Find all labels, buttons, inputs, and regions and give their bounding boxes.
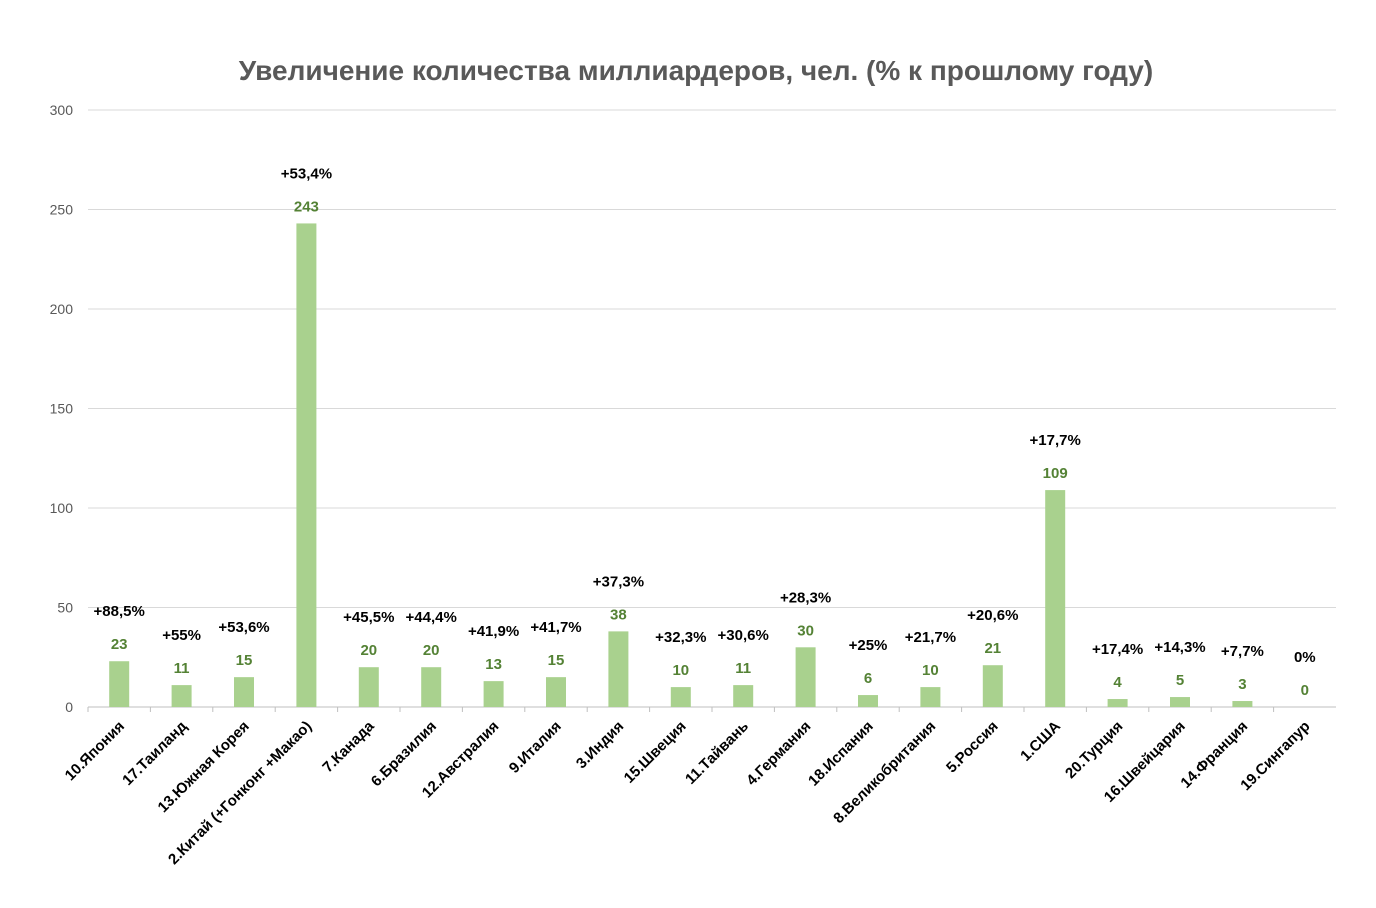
value-label: 10	[922, 662, 939, 679]
value-label: 23	[111, 636, 128, 653]
y-tick-label: 150	[50, 401, 74, 417]
percent-change-label: +44,4%	[406, 609, 457, 626]
bar	[608, 631, 629, 707]
value-label: 0	[1301, 682, 1309, 699]
bar	[858, 695, 878, 707]
percent-change-label: +41,7%	[530, 619, 581, 636]
bar	[982, 665, 1003, 707]
x-tick-label: 11.Тайвань	[682, 718, 752, 788]
bar	[1170, 697, 1190, 707]
percent-change-label: +88,5%	[94, 603, 145, 620]
bar	[296, 223, 317, 707]
percent-change-label: +21,7%	[905, 629, 956, 646]
y-tick-label: 300	[50, 102, 74, 118]
value-label: 15	[548, 652, 565, 669]
percent-change-label: +32,3%	[655, 629, 706, 646]
value-label: 20	[423, 642, 440, 659]
percent-change-label: +55%	[162, 627, 201, 644]
y-tick-label: 50	[57, 600, 73, 616]
y-tick-label: 250	[50, 202, 74, 218]
percent-change-label: +17,7%	[1030, 432, 1081, 449]
bar	[733, 685, 754, 707]
value-label: 30	[797, 622, 814, 639]
x-tick-label: 10.Япония	[62, 718, 128, 784]
percent-change-label: +20,6%	[967, 607, 1018, 624]
x-tick-label: 20.Турция	[1062, 718, 1126, 782]
bar	[171, 685, 192, 707]
value-label: 38	[610, 606, 627, 623]
value-label: 13	[485, 656, 502, 673]
x-tick-label: 1.США	[1017, 718, 1064, 765]
x-tick-label: 5.Россия	[943, 718, 1002, 777]
value-label: 11	[174, 660, 190, 677]
bar	[234, 677, 254, 707]
value-label: 10	[672, 662, 689, 679]
percent-change-label: +45,5%	[343, 609, 394, 626]
bar	[670, 687, 691, 707]
percent-change-label: 0%	[1294, 649, 1316, 666]
x-tick-label: 3.Индия	[573, 718, 627, 772]
y-axis-ticks: 0 50 100 150 200 250 300	[50, 102, 74, 715]
percent-change-label: +17,4%	[1092, 641, 1143, 658]
value-label: 3	[1238, 676, 1246, 693]
value-label: 15	[236, 652, 253, 669]
bar	[421, 667, 442, 707]
bar	[546, 677, 566, 707]
percent-change-label: +7,7%	[1221, 643, 1264, 660]
y-tick-label: 100	[50, 500, 74, 516]
value-label: 243	[294, 198, 319, 215]
value-label: 20	[360, 642, 377, 659]
percent-change-label: +53,6%	[218, 619, 269, 636]
percent-change-label: +28,3%	[780, 589, 831, 606]
percent-change-label: +25%	[849, 637, 888, 654]
x-tick-label: 7.Канада	[319, 717, 378, 776]
x-tick-label: 9.Италия	[506, 718, 565, 777]
bars	[109, 223, 1253, 707]
bar	[483, 681, 504, 707]
chart-title: Увеличение количества миллиардеров, чел.…	[239, 55, 1153, 86]
percent-change-label: +37,3%	[593, 573, 644, 590]
bar	[1232, 701, 1253, 707]
value-label: 5	[1176, 672, 1184, 689]
data-labels: 23 +88,5% 11 +55% 15 +53,6% 243 +53,4% 20 +45,5% 2…	[94, 165, 1316, 699]
x-tick-label: 15.Швеция	[621, 718, 690, 787]
percent-change-label: +41,9%	[468, 623, 519, 640]
y-tick-label: 0	[65, 699, 73, 715]
y-tick-label: 200	[50, 301, 74, 317]
value-label: 11	[735, 660, 751, 677]
bar	[1107, 699, 1128, 707]
bar	[795, 647, 816, 707]
bar	[1045, 490, 1066, 707]
bar	[109, 661, 130, 707]
value-label: 21	[984, 640, 1001, 657]
x-tick-label: 8.Великобритания	[830, 718, 939, 827]
percent-change-label: +53,4%	[281, 165, 332, 182]
percent-change-label: +30,6%	[718, 627, 769, 644]
x-tick-label: 4.Германия	[743, 718, 814, 789]
gridlines	[88, 109, 1336, 708]
bar	[920, 687, 941, 707]
bar	[358, 667, 379, 707]
value-label: 4	[1113, 674, 1122, 691]
value-label: 109	[1043, 465, 1068, 482]
percent-change-label: +14,3%	[1154, 639, 1205, 656]
value-label: 6	[864, 670, 872, 687]
